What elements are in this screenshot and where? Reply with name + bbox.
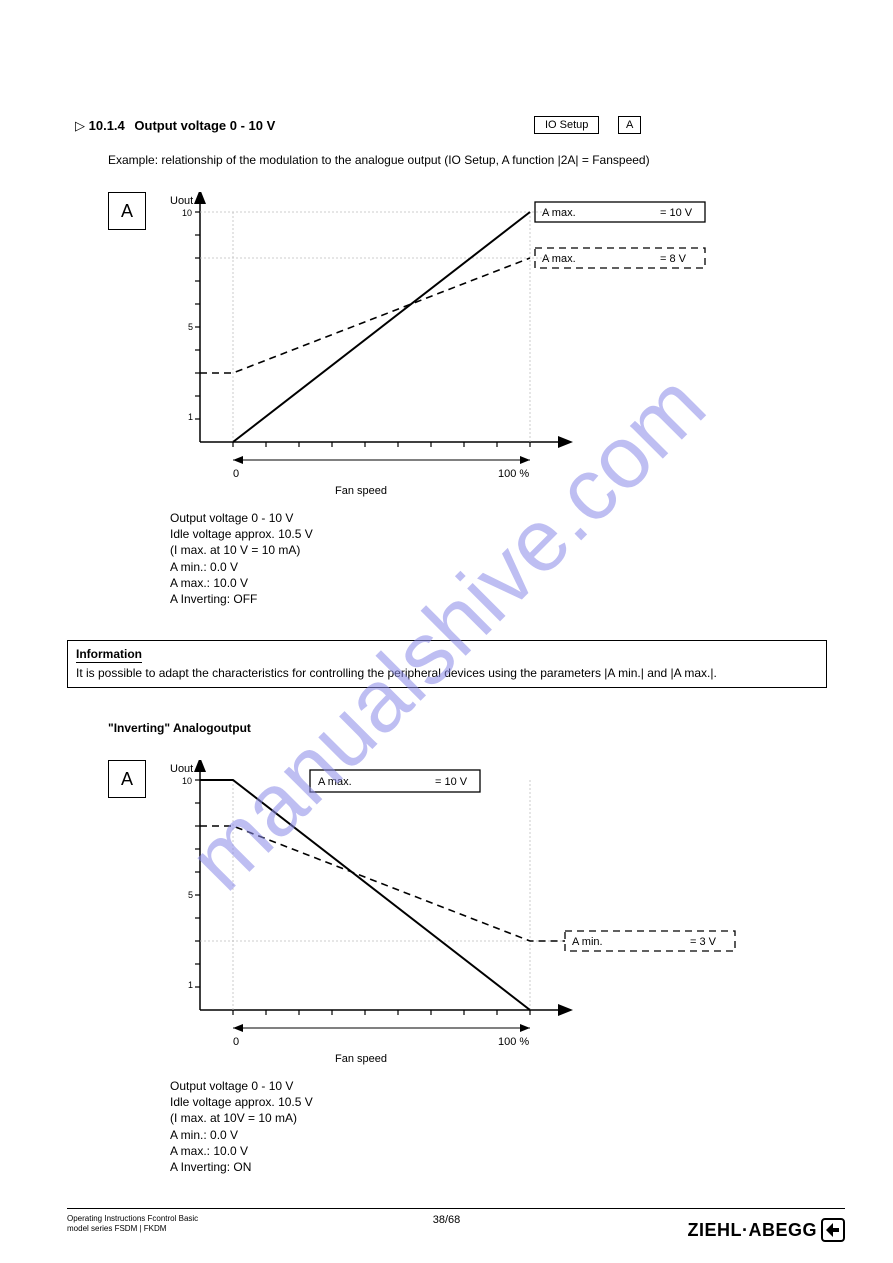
svg-text:= 10 V: = 10 V xyxy=(660,207,693,219)
section-number: 10.1.4 xyxy=(89,118,125,133)
section-title: Output voltage 0 - 10 V xyxy=(134,118,275,133)
chart1-caption: Output voltage 0 - 10 V Idle voltage app… xyxy=(170,510,313,607)
svg-text:100 %: 100 % xyxy=(498,468,529,480)
svg-text:5: 5 xyxy=(188,322,193,332)
information-title: Information xyxy=(76,647,142,663)
svg-text:= 10 V: = 10 V xyxy=(435,776,468,788)
svg-text:= 8 V: = 8 V xyxy=(660,253,687,265)
svg-text:= 3 V: = 3 V xyxy=(690,936,717,948)
chart2-caption: Output voltage 0 - 10 V Idle voltage app… xyxy=(170,1078,313,1175)
information-body: It is possible to adapt the characterist… xyxy=(76,665,818,681)
svg-text:0: 0 xyxy=(233,468,239,480)
svg-text:A max.: A max. xyxy=(542,253,576,265)
brand: ZIEHL·ABEGG xyxy=(688,1218,846,1242)
svg-text:Fan speed: Fan speed xyxy=(335,1053,387,1065)
chart1-max-solid-label: A max. xyxy=(542,207,576,219)
svg-text:Fan speed: Fan speed xyxy=(335,485,387,497)
footer-divider xyxy=(67,1208,845,1209)
information-box: Information It is possible to adapt the … xyxy=(67,640,827,688)
svg-text:Uout: Uout xyxy=(170,763,193,775)
svg-text:100 %: 100 % xyxy=(498,1036,529,1048)
chart2-svg: A max. = 10 V A min. = 3 V 0 100 % Fan s… xyxy=(170,760,850,1070)
svg-text:10: 10 xyxy=(182,776,192,786)
footer-left: Operating Instructions Fcontrol Basic mo… xyxy=(67,1214,198,1233)
chart2-title-box: A xyxy=(108,760,146,798)
menu-path-box: IO Setup xyxy=(534,116,599,134)
menu-code-box: A xyxy=(618,116,641,134)
section-header: ▷ 10.1.4 Output voltage 0 - 10 V xyxy=(75,118,275,134)
svg-text:A max.: A max. xyxy=(318,776,352,788)
svg-text:1: 1 xyxy=(188,980,193,990)
footer-page-number: 38/68 xyxy=(433,1214,461,1226)
svg-text:10: 10 xyxy=(182,208,192,218)
brand-logo-icon xyxy=(821,1218,845,1242)
svg-text:5: 5 xyxy=(188,890,193,900)
page-footer: Operating Instructions Fcontrol Basic mo… xyxy=(0,1208,893,1263)
chart1-title-box: A xyxy=(108,192,146,230)
svg-text:0: 0 xyxy=(233,1036,239,1048)
intro-text: Example: relationship of the modulation … xyxy=(108,152,808,168)
svg-text:Uout: Uout xyxy=(170,195,193,207)
svg-text:A min.: A min. xyxy=(572,936,603,948)
svg-text:1: 1 xyxy=(188,412,193,422)
chart1-svg: A max. = 10 V A max. = 8 V 0 100 % Fan s… xyxy=(170,192,850,502)
section-icon: ▷ xyxy=(75,118,85,133)
invert-header: "Inverting" Analogoutput xyxy=(108,720,251,736)
